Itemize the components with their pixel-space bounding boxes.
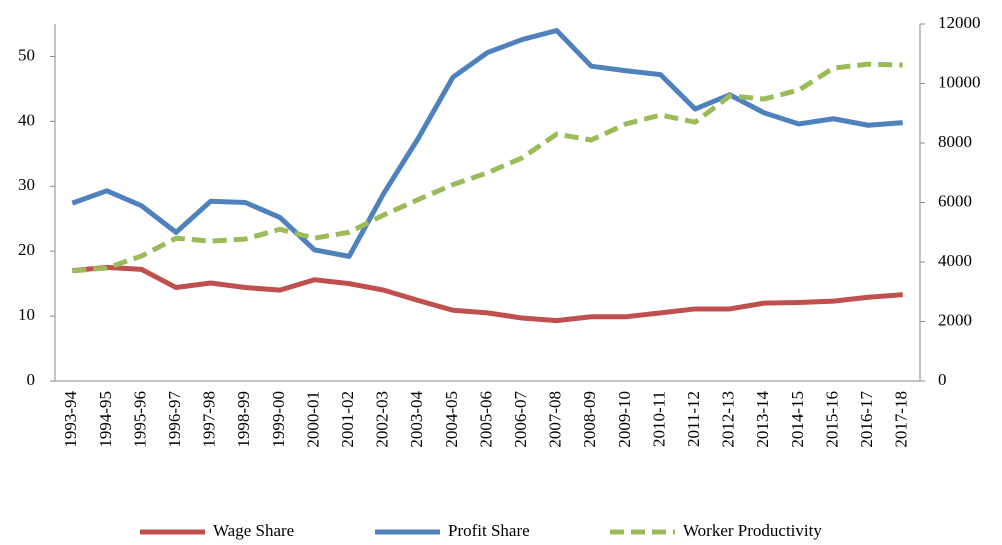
legend-label: Profit Share — [448, 521, 530, 540]
x-tick-label: 2012-13 — [719, 391, 738, 448]
y-tick-label: 30 — [18, 175, 35, 194]
y-tick-label: 50 — [18, 45, 35, 64]
x-tick-label: 2001-02 — [338, 391, 357, 448]
y2-tick-label: 6000 — [938, 191, 972, 210]
line-series — [72, 264, 903, 324]
x-tick-label: 1994-95 — [96, 391, 115, 448]
x-tick-label: 2017-18 — [892, 391, 911, 448]
y2-tick-label: 2000 — [938, 310, 972, 329]
x-tick-label: 2010-11 — [649, 391, 668, 447]
y2-tick-label: 4000 — [938, 251, 972, 270]
y-tick-label: 10 — [18, 305, 35, 324]
x-tick-label: 2002-03 — [373, 391, 392, 448]
x-tick-label: 1998-99 — [234, 391, 253, 448]
x-tick-label: 2003-04 — [407, 391, 426, 448]
x-tick-label: 2000-01 — [303, 391, 322, 448]
x-tick-label: 2005-06 — [476, 391, 495, 448]
x-tick-label: 2006-07 — [511, 391, 530, 448]
x-tick-label: 2008-09 — [580, 391, 599, 448]
legend-label: Worker Productivity — [683, 521, 822, 540]
x-tick-label: 2013-14 — [753, 391, 772, 448]
x-tick-label: 2004-05 — [442, 391, 461, 448]
line-series — [72, 61, 903, 274]
x-tick-label: 1996-97 — [165, 391, 184, 448]
x-tick-label: 2011-12 — [684, 391, 703, 447]
x-tick-label: 2009-10 — [615, 391, 634, 448]
x-tick-label: 2007-08 — [546, 391, 565, 448]
x-tick-label: 1999-00 — [269, 391, 288, 448]
line-series — [71, 27, 903, 259]
x-tick-label: 2015-16 — [822, 391, 841, 448]
y2-tick-label: 0 — [938, 370, 947, 389]
y2-tick-label: 10000 — [938, 72, 981, 91]
y-tick-label: 0 — [27, 370, 36, 389]
y2-tick-label: 8000 — [938, 132, 972, 151]
legend-label: Wage Share — [213, 521, 294, 540]
x-tick-label: 1995-96 — [130, 391, 149, 448]
y-tick-label: 40 — [18, 110, 35, 129]
y2-tick-label: 12000 — [938, 13, 981, 32]
y-tick-label: 20 — [18, 240, 35, 259]
x-tick-label: 2014-15 — [788, 391, 807, 448]
x-tick-label: 1997-98 — [200, 391, 219, 448]
x-tick-label: 1993-94 — [61, 391, 80, 448]
x-tick-label: 2016-17 — [857, 391, 876, 448]
